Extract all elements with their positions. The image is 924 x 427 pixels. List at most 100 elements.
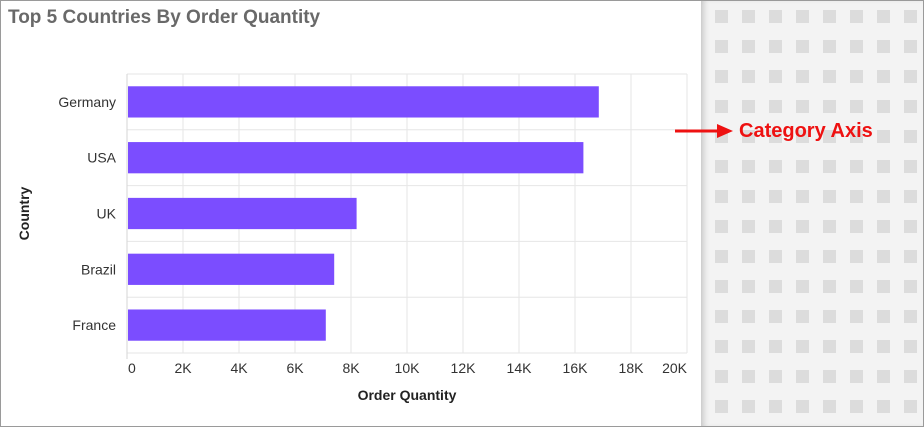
decorative-dot xyxy=(850,340,863,353)
x-axis-title: Order Quantity xyxy=(358,387,457,403)
value-tick-label: 14K xyxy=(507,360,533,376)
decorative-dot xyxy=(796,280,809,293)
decorative-dot xyxy=(904,280,917,293)
decorative-dot xyxy=(769,190,782,203)
value-tick-label: 6K xyxy=(286,360,304,376)
decorative-dot xyxy=(796,130,809,143)
decorative-dot xyxy=(850,250,863,263)
dot-grid-pattern xyxy=(715,10,917,413)
category-tick-label: Brazil xyxy=(81,261,116,277)
decorative-dot xyxy=(796,340,809,353)
chart-widget[interactable]: Top 5 Countries By Order Quantity German… xyxy=(1,1,701,426)
value-tick-label: 10K xyxy=(395,360,421,376)
decorative-dot xyxy=(769,40,782,53)
decorative-dot xyxy=(823,160,836,173)
right-arrow-icon xyxy=(675,123,735,139)
decorative-dot xyxy=(715,10,728,23)
decorative-dot xyxy=(850,310,863,323)
decorative-dot xyxy=(742,70,755,83)
decorative-dot xyxy=(877,250,890,263)
decorative-dot xyxy=(904,340,917,353)
value-tick-label: 0 xyxy=(128,360,136,376)
decorative-dot xyxy=(850,70,863,83)
decorative-dot xyxy=(742,280,755,293)
decorative-dot xyxy=(877,310,890,323)
decorative-dot xyxy=(796,70,809,83)
decorative-dot xyxy=(769,70,782,83)
decorative-dot xyxy=(850,280,863,293)
bar[interactable] xyxy=(128,142,584,174)
decorative-dot xyxy=(823,370,836,383)
decorative-dot xyxy=(823,310,836,323)
decorative-dot xyxy=(796,250,809,263)
decorative-dot xyxy=(742,310,755,323)
decorative-dot xyxy=(715,70,728,83)
decorative-dot xyxy=(742,130,755,143)
decorative-dot xyxy=(769,130,782,143)
decorative-dot xyxy=(823,40,836,53)
decorative-dot xyxy=(769,160,782,173)
decorative-dot xyxy=(769,280,782,293)
bar-chart[interactable]: Germany USA UK Brazil France 0 2K 4K 6K 8K 10K 12K 1… xyxy=(1,1,701,426)
decorative-dot xyxy=(904,190,917,203)
decorative-dot xyxy=(769,220,782,233)
decorative-dot xyxy=(769,100,782,113)
decorative-dot xyxy=(796,220,809,233)
decorative-dot xyxy=(850,370,863,383)
decorative-dot xyxy=(715,160,728,173)
decorative-dot xyxy=(769,250,782,263)
decorative-dot xyxy=(877,160,890,173)
decorative-dot xyxy=(796,40,809,53)
decorative-dot xyxy=(850,130,863,143)
decorative-dot xyxy=(715,250,728,263)
decorative-dot xyxy=(877,400,890,413)
decorative-dot xyxy=(877,40,890,53)
decorative-dot xyxy=(904,220,917,233)
decorative-dot xyxy=(850,190,863,203)
decorative-dot xyxy=(715,370,728,383)
category-tick-label: Germany xyxy=(58,94,116,110)
value-tick-label: 2K xyxy=(174,360,192,376)
decorative-dot xyxy=(823,100,836,113)
decorative-dot xyxy=(742,100,755,113)
decorative-dot xyxy=(904,370,917,383)
decorative-dot xyxy=(715,400,728,413)
decorative-dot xyxy=(715,100,728,113)
decorative-dot xyxy=(904,10,917,23)
decorative-dot xyxy=(877,370,890,383)
decorative-dot xyxy=(715,310,728,323)
value-tick-label: 4K xyxy=(230,360,248,376)
decorative-dot xyxy=(850,160,863,173)
decorative-dot xyxy=(877,340,890,353)
decorative-dot xyxy=(904,130,917,143)
decorative-dot xyxy=(877,190,890,203)
decorative-dot xyxy=(715,280,728,293)
value-tick-label: 18K xyxy=(619,360,645,376)
decorative-dot xyxy=(904,250,917,263)
decorative-dot xyxy=(742,10,755,23)
decorative-dot xyxy=(904,100,917,113)
bar[interactable] xyxy=(128,253,335,285)
decorative-dot xyxy=(823,10,836,23)
widget-title: Top 5 Countries By Order Quantity xyxy=(8,7,321,28)
decorative-dot xyxy=(796,160,809,173)
decorative-dot xyxy=(796,400,809,413)
bar[interactable] xyxy=(128,86,599,118)
value-tick-label: 12K xyxy=(451,360,477,376)
decorative-dot xyxy=(796,10,809,23)
bar[interactable] xyxy=(128,197,357,230)
decorative-dot xyxy=(742,370,755,383)
decorative-dot xyxy=(742,220,755,233)
decorative-dot xyxy=(904,160,917,173)
decorative-dot xyxy=(796,370,809,383)
decorative-dot xyxy=(823,280,836,293)
decorative-dot xyxy=(742,340,755,353)
decorative-dot xyxy=(715,220,728,233)
decorative-dot xyxy=(796,310,809,323)
decorative-dot xyxy=(742,40,755,53)
bar[interactable] xyxy=(128,309,326,341)
decorative-dot xyxy=(715,340,728,353)
decorative-dot xyxy=(850,100,863,113)
decorative-dot xyxy=(742,250,755,263)
decorative-dot xyxy=(877,10,890,23)
